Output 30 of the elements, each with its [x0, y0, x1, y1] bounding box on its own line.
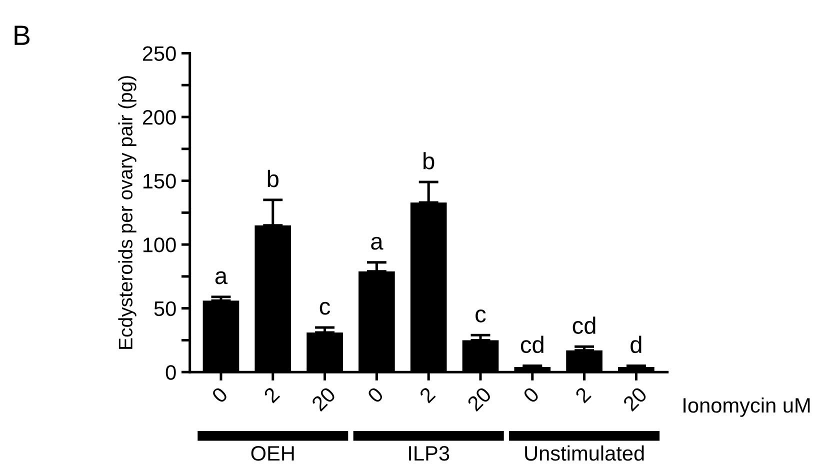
x-tick-label: 2	[574, 386, 592, 404]
y-tick-label: 150	[143, 174, 176, 189]
y-tick-label: 0	[166, 365, 176, 380]
y-tick-label: 50	[154, 301, 176, 316]
annotation: d	[630, 336, 642, 354]
text: OEH	[251, 446, 294, 461]
x-tick-label: 20	[310, 386, 336, 412]
y-axis-title: Ecdysteroids per ovary pair (pg)	[118, 76, 136, 349]
x-tick-label: 0	[366, 386, 384, 404]
text: Unstimulated	[525, 445, 644, 461]
y-tick-label: 200	[142, 110, 176, 125]
annotation: c	[476, 310, 486, 322]
annotation: a	[371, 236, 384, 250]
annotation: cd	[520, 336, 544, 354]
y-tick-label: 250	[142, 46, 176, 61]
x-tick-label: 20	[466, 386, 492, 412]
x-axis-title: Ionomycin uM	[684, 397, 810, 417]
annotation: b	[268, 170, 278, 188]
chart-title: B	[14, 26, 30, 45]
annotation: cd	[572, 316, 596, 334]
text: ILP3	[409, 446, 450, 461]
x-tick-label: 0	[210, 386, 228, 404]
x-tick-label: 2	[418, 386, 436, 404]
x-tick-label: 0	[522, 386, 540, 404]
annotation: b	[424, 152, 434, 170]
x-tick-label: 2	[263, 386, 280, 404]
annotation: c	[320, 302, 330, 315]
y-tick-label: 100	[143, 238, 176, 252]
x-tick-label: 20	[622, 386, 648, 412]
annotation: a	[215, 271, 228, 284]
